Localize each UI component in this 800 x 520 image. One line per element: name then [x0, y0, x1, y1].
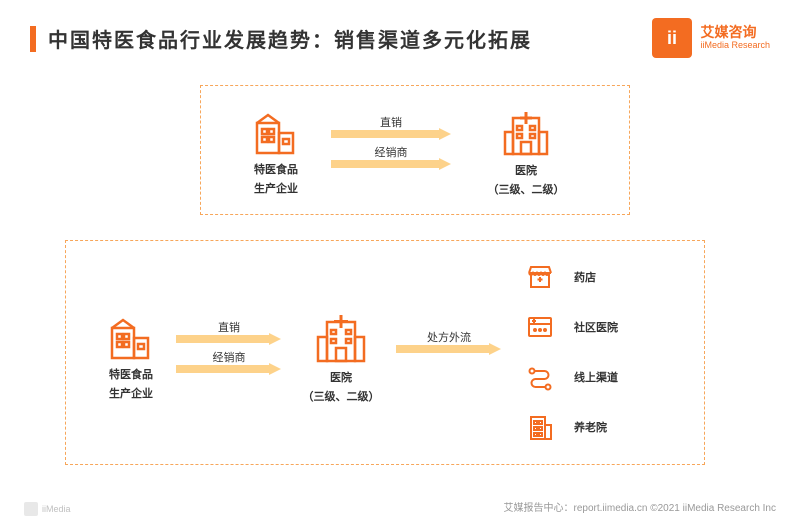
panel-bottom: 特医食品 生产企业 直销 经销商 医院 （三级、二级） 处方外流: [65, 240, 705, 465]
clinic-icon: [526, 313, 554, 341]
channel-pharmacy: 药店: [526, 263, 596, 291]
brand-logo: ii 艾媒咨询 iiMedia Research: [652, 18, 770, 58]
nursing-icon: [526, 413, 554, 441]
arrow-direct-top: [331, 128, 451, 140]
hospital-icon: [501, 108, 551, 156]
arrow-direct-bot: [176, 333, 281, 345]
channel-online: 线上渠道: [526, 363, 618, 391]
node-hospital-bot: 医院 （三级、二级）: [296, 311, 386, 404]
factory-label-2b: 生产企业: [96, 387, 166, 401]
footer-text: 艾媒报告中心：report.iimedia.cn ©2021 iiMedia R…: [504, 499, 776, 514]
factory-icon: [108, 316, 154, 360]
channel-clinic: 社区医院: [526, 313, 618, 341]
online-icon: [526, 363, 554, 391]
factory-label-1b: 特医食品: [96, 368, 166, 382]
factory-label-2: 生产企业: [241, 182, 311, 196]
arrow-dealer-bot: [176, 363, 281, 375]
footer-logo: iiMedia: [24, 502, 71, 516]
arrow-rxout: [396, 343, 501, 355]
hospital-label-1b: 医院: [296, 371, 386, 385]
page-title: 中国特医食品行业发展趋势：销售渠道多元化拓展: [48, 24, 532, 53]
logo-sub: iiMedia Research: [700, 41, 770, 51]
panel-top: 特医食品 生产企业 直销 经销商 医院 （三级、二级）: [200, 85, 630, 215]
channel-label-3: 养老院: [574, 419, 607, 435]
logo-brand: 艾媒咨询: [700, 25, 770, 40]
node-factory-top: 特医食品 生产企业: [241, 111, 311, 196]
svg-text:ii: ii: [667, 28, 677, 48]
channel-nursing: 养老院: [526, 413, 607, 441]
channel-label-2: 线上渠道: [574, 369, 618, 385]
hospital-label-2: （三级、二级）: [481, 183, 571, 197]
node-factory-bot: 特医食品 生产企业: [96, 316, 166, 401]
factory-label-1: 特医食品: [241, 163, 311, 177]
factory-icon: [253, 111, 299, 155]
arrow-dealer-top: [331, 158, 451, 170]
hospital-label-1: 医院: [481, 164, 571, 178]
channel-label-0: 药店: [574, 269, 596, 285]
node-hospital-top: 医院 （三级、二级）: [481, 108, 571, 197]
hospital-icon: [314, 311, 368, 363]
hospital-label-2b: （三级、二级）: [296, 390, 386, 404]
channel-label-1: 社区医院: [574, 319, 618, 335]
store-icon: [526, 263, 554, 291]
logo-mark: ii: [652, 18, 692, 58]
accent-bar: [30, 26, 36, 52]
